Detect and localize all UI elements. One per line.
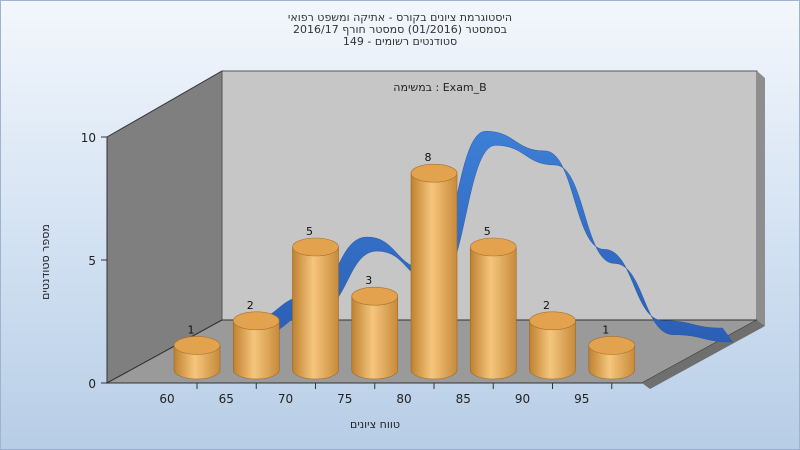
x-tick-label-60: 60 — [159, 392, 174, 406]
bar-value-label-95: 1 — [602, 323, 609, 336]
bar-60: 1 — [173, 323, 221, 380]
chart-back-wall-shadow — [757, 71, 765, 326]
x-tick-label-90: 90 — [515, 392, 530, 406]
y-tick-label-0: 0 — [88, 377, 96, 391]
y-axis-label: מספר סטודנטים — [39, 224, 52, 300]
bar-90: 2 — [529, 299, 576, 380]
bar-body-85 — [469, 246, 517, 380]
x-axis-label: טווח ציונים — [350, 418, 400, 431]
bar-top-80 — [410, 163, 458, 183]
bar-65: 2 — [232, 299, 280, 380]
bar-top-65 — [232, 311, 280, 331]
chart-title-line-1: היסטוגרמת ציונים בקורס - אתיקה ומשפט רפו… — [287, 11, 513, 24]
bar-85: 5 — [469, 225, 517, 380]
bar-value-label-75: 3 — [365, 274, 372, 287]
bar-80: 8 — [410, 151, 458, 380]
bar-body-80 — [410, 172, 458, 380]
x-tick-label-85: 85 — [456, 392, 471, 406]
bar-body-95 — [588, 345, 636, 380]
y-tick-label-5: 5 — [88, 254, 96, 268]
bar-body-90 — [529, 320, 576, 380]
y-tick-label-10: 10 — [81, 131, 96, 145]
bar-value-label-90: 2 — [543, 299, 550, 312]
bar-body-70 — [292, 246, 339, 380]
bar-70: 5 — [292, 225, 339, 380]
bar-value-label-80: 8 — [425, 151, 432, 164]
x-tick-label-65: 65 — [219, 392, 234, 406]
bar-95: 1 — [588, 323, 636, 380]
chart-subtitle: במשימה : Exam_B — [393, 81, 487, 94]
bar-top-90 — [529, 311, 576, 331]
x-tick-label-70: 70 — [278, 392, 293, 406]
bar-top-70 — [292, 237, 339, 257]
bar-body-65 — [232, 320, 280, 380]
bar-value-label-60: 1 — [188, 323, 195, 336]
bar-top-75 — [351, 286, 399, 306]
bar-75: 3 — [351, 274, 399, 380]
bar-value-label-65: 2 — [247, 299, 254, 312]
bar-value-label-70: 5 — [306, 225, 313, 238]
bar-top-95 — [588, 336, 636, 355]
x-tick-label-75: 75 — [337, 392, 352, 406]
bar-value-label-85: 5 — [484, 225, 491, 238]
bar-top-85 — [469, 237, 517, 257]
chart-title-line-2: בסמסטר (01/2016) סמסטר חורף 2016/17 — [293, 23, 507, 36]
bar-top-60 — [173, 336, 221, 355]
bar-body-75 — [351, 295, 399, 380]
chart-title-line-3: סטודנטים רשומים - 149 — [342, 35, 458, 48]
bar-body-60 — [173, 345, 221, 380]
chart-floor-edge — [642, 320, 765, 389]
x-tick-label-80: 80 — [396, 392, 411, 406]
x-tick-label-95: 95 — [574, 392, 589, 406]
